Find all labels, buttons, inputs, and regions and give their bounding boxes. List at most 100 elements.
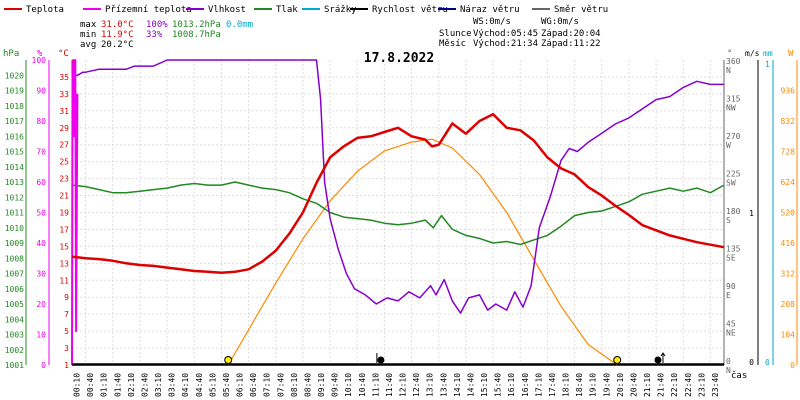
tick-dir-deg-7: 315 [726, 95, 741, 104]
tick-x-31: 15:40 [494, 373, 503, 397]
legend-label-3: Tlak [276, 5, 298, 15]
series-slune-n-z-en- [227, 138, 618, 366]
tick-pct-5: 50 [36, 209, 46, 218]
tick-hpa-6: 1007 [5, 270, 24, 279]
moonrise-arrow-icon [660, 352, 666, 357]
tick-hpa-1: 1002 [5, 346, 24, 355]
tick-x-30: 15:10 [480, 373, 489, 397]
chart-title: 17.8.2022 [364, 51, 434, 66]
tick-sol-0: 0 [790, 361, 795, 370]
tick-x-5: 02:40 [140, 373, 149, 397]
tick-x-26: 13:10 [426, 373, 435, 397]
axis-x-unit: čas [731, 370, 747, 381]
tick-x-10: 05:10 [208, 373, 217, 397]
tick-temp-7: 15 [59, 242, 69, 251]
legend-label-5: Rychlost větru [372, 5, 448, 15]
tick-dir-deg-4: 180 [726, 207, 741, 216]
series-teplota [71, 112, 725, 274]
tick-dir-deg-5: 225 [726, 170, 741, 179]
tick-hpa-13: 1014 [5, 163, 24, 172]
tick-x-23: 11:40 [385, 373, 394, 397]
tick-x-13: 06:40 [249, 373, 258, 397]
axis-sol-unit: W [788, 49, 794, 59]
tick-sol-5: 520 [781, 209, 796, 218]
tick-x-35: 17:40 [548, 373, 557, 397]
tick-x-18: 09:10 [317, 373, 326, 397]
stats-max-temp: 31.0°C [101, 20, 134, 30]
tick-dir-deg-6: 270 [726, 132, 741, 141]
tick-temp-15: 31 [59, 107, 69, 116]
tick-x-32: 16:10 [507, 373, 516, 397]
stats-max-hum: 100% [146, 20, 168, 30]
tick-sol-3: 312 [781, 270, 796, 279]
tick-x-43: 21:40 [657, 373, 666, 397]
tick-x-1: 00:40 [86, 373, 95, 397]
info-sunset: Západ:20:04 [541, 29, 601, 39]
tick-dir-deg-2: 90 [726, 282, 736, 291]
tick-sol-2: 208 [781, 300, 796, 309]
tick-x-3: 01:40 [113, 373, 122, 397]
series-p-zemn-teplota [71, 59, 79, 366]
tick-hpa-0: 1001 [5, 361, 24, 370]
tick-sol-4: 416 [781, 239, 796, 248]
tick-hpa-15: 1016 [5, 132, 24, 141]
stats-avg-label: avg [80, 40, 96, 50]
tick-x-25: 12:40 [412, 373, 421, 397]
tick-pct-1: 10 [36, 331, 46, 340]
tick-x-15: 07:40 [276, 373, 285, 397]
tick-temp-17: 35 [59, 73, 69, 82]
tick-wind-0: 0 [749, 358, 754, 367]
tick-x-40: 20:10 [616, 373, 625, 397]
tick-temp-11: 23 [59, 175, 69, 184]
tick-hpa-9: 1010 [5, 224, 24, 233]
tick-x-41: 20:40 [629, 373, 638, 397]
tick-temp-5: 11 [59, 276, 69, 285]
tick-hpa-17: 1018 [5, 102, 24, 111]
tick-dir-lbl-7: NW [726, 104, 736, 113]
stats-min-press: 1008.7hPa [172, 30, 221, 40]
tick-hpa-12: 1013 [5, 178, 24, 187]
tick-x-0: 00:10 [73, 373, 82, 397]
tick-hpa-16: 1017 [5, 117, 24, 126]
tick-sol-1: 104 [781, 331, 796, 340]
stats-max-label: max [80, 20, 97, 30]
tick-dir-lbl-3: SE [726, 254, 736, 263]
tick-pct-4: 40 [36, 239, 46, 248]
tick-x-7: 03:40 [168, 373, 177, 397]
tick-x-36: 18:10 [562, 373, 571, 397]
info-sunrise: Východ:05:45 [473, 29, 538, 39]
tick-x-47: 23:40 [711, 373, 720, 397]
tick-x-37: 18:40 [575, 373, 584, 397]
tick-hpa-3: 1004 [5, 315, 24, 324]
tick-hpa-5: 1006 [5, 285, 24, 294]
sunset-marker [613, 356, 622, 364]
tick-x-20: 10:10 [344, 373, 353, 397]
axis-temp-unit: °C [58, 49, 69, 59]
tick-hpa-4: 1005 [5, 300, 24, 309]
tick-x-28: 14:10 [453, 373, 462, 397]
stats-min-hum: 33% [146, 30, 163, 40]
tick-x-33: 16:40 [521, 373, 530, 397]
tick-pct-8: 80 [36, 117, 46, 126]
tick-temp-4: 9 [64, 293, 69, 302]
tick-x-34: 17:10 [534, 373, 543, 397]
tick-hpa-7: 1008 [5, 254, 24, 263]
tick-sol-9: 936 [781, 87, 796, 96]
series-tlak [71, 181, 725, 246]
tick-x-45: 22:40 [684, 373, 693, 397]
tick-dir-lbl-1: NE [726, 329, 736, 338]
tick-x-12: 06:10 [236, 373, 245, 397]
tick-x-2: 01:10 [100, 373, 109, 397]
tick-dir-deg-0: 0 [726, 357, 731, 366]
tick-dir-lbl-6: W [726, 141, 731, 150]
info-ws: WS:0m/s [473, 17, 511, 27]
moonset-marker [377, 356, 385, 364]
stats-min-label: min [80, 30, 96, 40]
legend-label-1: Přízemní teplota [105, 5, 192, 15]
stats-max-rain: 0.0mm [226, 20, 253, 30]
sunrise-marker [224, 356, 233, 364]
tick-x-24: 12:10 [399, 373, 408, 397]
tick-pct-2: 20 [36, 300, 46, 309]
legend-label-7: Směr větru [554, 5, 608, 15]
